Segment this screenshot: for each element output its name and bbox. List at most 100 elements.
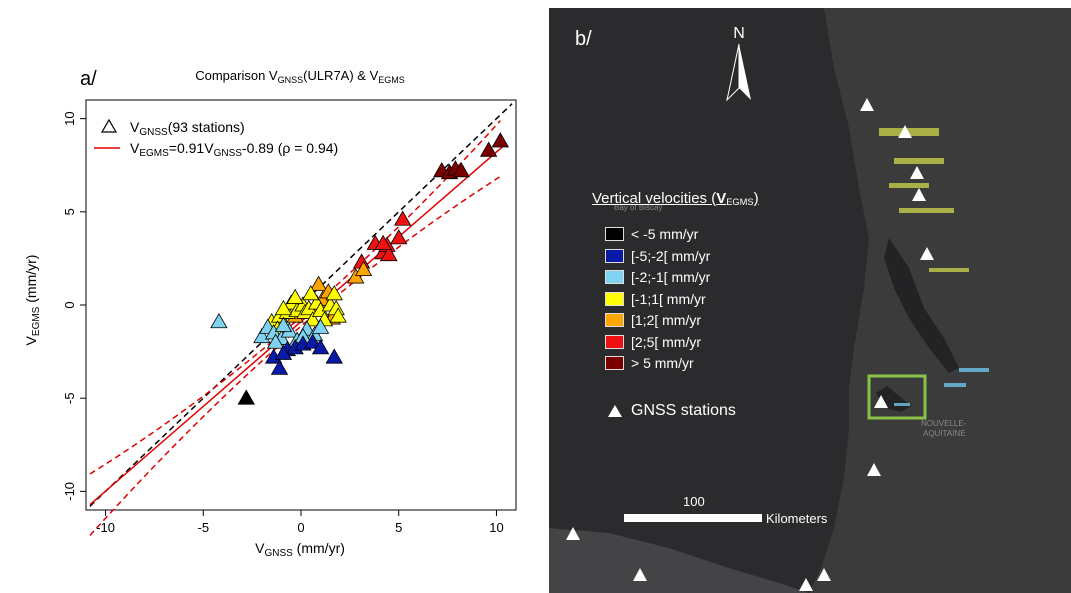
- spain-coast: [549, 528, 809, 593]
- station-triangle-icon: [608, 405, 622, 417]
- scale-value: 100: [683, 494, 705, 509]
- legend-class-row: [-1;1[ mm/yr: [605, 291, 706, 307]
- velocity-patches: [879, 128, 969, 272]
- legend-class-label: [-2;-1[ mm/yr: [631, 269, 711, 285]
- station-triangle-icon: [799, 578, 813, 591]
- station-triangle-icon: [920, 247, 934, 260]
- data-point-triangle: [304, 311, 322, 327]
- data-point-triangle: [302, 285, 320, 301]
- sea-area: [549, 8, 869, 593]
- legend-swatch: [605, 248, 624, 263]
- legend-swatch: [605, 270, 624, 284]
- data-point-triangle: [311, 318, 330, 334]
- north-arrow-icon: N: [726, 25, 751, 102]
- station-triangle-icon: [817, 568, 831, 581]
- station-triangle-icon: [898, 125, 912, 138]
- data-point-triangle: [237, 389, 255, 405]
- legend-class-label: < -5 mm/yr: [631, 226, 699, 242]
- legend-class-label: [1;2[ mm/yr: [631, 312, 702, 328]
- data-point-triangle: [354, 260, 373, 276]
- data-point-triangle: [393, 210, 412, 226]
- data-point-triangle: [491, 132, 510, 148]
- legend-class-label: [2;5[ mm/yr: [631, 333, 702, 350]
- legend-class-row: < -5 mm/yr: [605, 226, 698, 242]
- legend-gnss-label: GNSS stations: [631, 402, 736, 419]
- data-point-triangle: [304, 333, 322, 349]
- basemap-label-bay: Bay of Biscay: [614, 203, 662, 212]
- highlight-box: [867, 374, 927, 420]
- x-tick-label: 0: [297, 520, 304, 535]
- data-points: [210, 132, 510, 405]
- legend-class-row: [-2;-1[ mm/yr: [605, 269, 710, 285]
- data-point-triangle: [311, 339, 330, 355]
- chart-legend: VGNSS(93 stations) VEGMS=0.91VGNSS-0.89 …: [94, 118, 338, 159]
- x-tick-label: -5: [197, 520, 209, 535]
- basemap-label-region-1: NOUVELLE-: [921, 419, 967, 428]
- confidence-band-line: [89, 175, 501, 536]
- legend-class-label: [-5;-2[ mm/yr: [631, 247, 711, 264]
- panel-a-label: a/: [80, 68, 97, 90]
- y-tick-label: 5: [62, 208, 77, 215]
- map-canvas: Bay of Biscay NOUVELLE- AQUITAINE N: [549, 8, 989, 593]
- legend-gnss-stations: GNSS stations: [607, 402, 736, 420]
- y-axis-label: VEGMS (mm/yr): [23, 255, 42, 346]
- data-point-triangle: [210, 312, 228, 329]
- velocity-patches-blue: [894, 368, 989, 406]
- regression-line: [89, 142, 507, 506]
- chart-title: Comparison VGNSS(ULR7A) & VEGMS: [195, 68, 405, 85]
- legend-swatch: [605, 334, 624, 349]
- y-tick-label: 10: [62, 111, 77, 125]
- station-triangle-icon: [874, 395, 888, 408]
- legend-swatch: [605, 356, 624, 370]
- station-triangle-icon: [867, 463, 881, 476]
- legend-swatch: [605, 313, 624, 327]
- panel-b-label: b/: [575, 28, 592, 50]
- data-point-triangle: [380, 245, 398, 262]
- gironde-estuary: [884, 238, 959, 373]
- gnss-station-markers: [566, 98, 934, 591]
- data-point-triangle: [329, 307, 347, 323]
- axes: -10 -5 0 5 10 -10 -5 0 5 10: [62, 111, 504, 535]
- basemap-label-region-2: AQUITAINE: [923, 429, 966, 438]
- x-tick-label: -10: [96, 520, 115, 535]
- legend-class-label: > 5 mm/yr: [631, 355, 694, 371]
- panel-b-map: Bay of Biscay NOUVELLE- AQUITAINE N b/ V…: [549, 8, 1071, 593]
- data-point-triangle: [274, 316, 293, 332]
- x-tick-label: 10: [489, 520, 503, 535]
- scale-bar: [624, 514, 762, 522]
- y-tick-label: 0: [62, 301, 77, 308]
- data-point-triangle: [374, 234, 392, 250]
- legend-class-label: [-1;1[ mm/yr: [631, 290, 706, 307]
- legend-class-row: [2;5[ mm/yr: [605, 334, 701, 350]
- station-triangle-icon: [633, 568, 647, 581]
- data-point-triangle: [347, 268, 365, 284]
- station-triangle-icon: [910, 166, 924, 179]
- x-axis-label: VGNSS (mm/yr): [255, 540, 345, 559]
- data-point-triangle: [390, 229, 408, 245]
- legend-class-row: [-5;-2[ mm/yr: [605, 248, 710, 264]
- legend-swatch: [605, 291, 624, 306]
- y-tick-label: -10: [62, 482, 77, 501]
- data-point-triangle: [286, 288, 304, 304]
- data-point-triangle: [274, 344, 293, 360]
- station-triangle-icon: [566, 527, 580, 540]
- data-point-triangle: [479, 141, 498, 157]
- scale-unit: Kilometers: [766, 511, 828, 526]
- data-point-triangle: [274, 299, 293, 316]
- legend-triangle-icon: [100, 118, 118, 133]
- data-point-triangle: [266, 333, 285, 349]
- data-point-triangle: [452, 162, 470, 178]
- x-tick-label: 5: [395, 520, 402, 535]
- data-point-triangle: [270, 359, 289, 375]
- data-point-triangle: [309, 275, 328, 291]
- station-triangle-icon: [912, 188, 926, 201]
- legend-class-row: [1;2[ mm/yr: [605, 312, 701, 328]
- station-triangle-icon: [860, 98, 874, 111]
- legend-entry-fit: VEGMS=0.91VGNSS-0.89 (ρ = 0.94): [130, 140, 338, 159]
- map-legend-title: Vertical velocities (VEGMS): [592, 190, 759, 207]
- legend-class-row: > 5 mm/yr: [605, 355, 694, 371]
- panel-a: a/ Comparison VGNSS(ULR7A) & VEGMS -10 -5…: [23, 68, 517, 559]
- svg-text:N: N: [733, 25, 745, 42]
- y-tick-label: -5: [62, 392, 77, 404]
- data-point-triangle: [325, 348, 343, 364]
